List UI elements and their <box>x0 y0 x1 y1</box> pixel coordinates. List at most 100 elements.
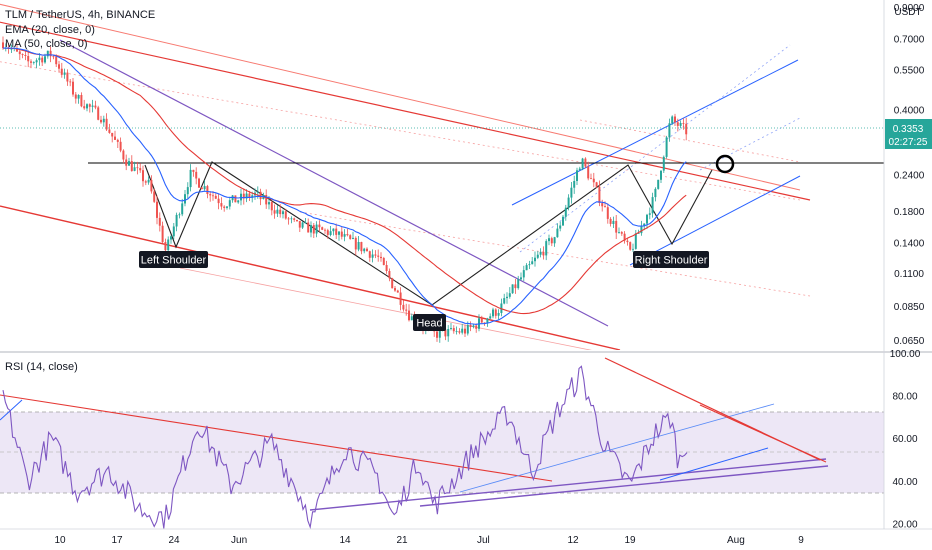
candle-up <box>648 207 651 220</box>
candle-up <box>576 167 578 185</box>
candle-down <box>298 220 301 232</box>
svg-text:Left Shoulder: Left Shoulder <box>141 255 207 267</box>
candle-up <box>357 236 360 252</box>
candle-up <box>133 161 136 172</box>
candle-down <box>30 59 32 69</box>
candle-down <box>296 219 298 222</box>
candle-down <box>161 221 164 243</box>
candle-up <box>290 216 293 224</box>
rsi-tick-label: 20.00 <box>892 519 917 530</box>
price-pane[interactable]: Left Shoulder Head Right Shoulder TLM / … <box>0 2 884 352</box>
candle-down <box>452 325 455 334</box>
candle-down <box>88 103 91 113</box>
candle-down <box>674 113 676 126</box>
candle-down <box>318 220 321 232</box>
candle-up <box>581 157 584 171</box>
candle-down <box>475 323 478 333</box>
candle-up <box>203 180 206 191</box>
right-shoulder-label: Right Shoulder <box>633 251 709 268</box>
ema-20-line <box>3 47 687 325</box>
candle-down <box>284 208 287 220</box>
candle-down <box>60 62 63 78</box>
candle-up <box>646 213 648 229</box>
candle-up <box>181 198 184 217</box>
candle-up <box>654 187 657 202</box>
candle-up <box>371 249 374 263</box>
time-tick-label: 24 <box>168 535 180 546</box>
candle-up <box>461 323 464 335</box>
candle-up <box>86 103 88 112</box>
rsi-band <box>0 412 884 493</box>
candle-down <box>58 60 60 73</box>
candle-down <box>209 191 212 202</box>
candle-down <box>626 237 629 246</box>
bar-countdown: 02:27:25 <box>889 137 928 148</box>
descending-channel-lower <box>0 119 811 350</box>
candle-down <box>217 193 220 210</box>
candle-down <box>604 201 606 208</box>
candle-down <box>66 69 69 86</box>
candle-up <box>508 287 511 299</box>
candle-up <box>679 120 682 129</box>
time-tick-label: 14 <box>339 535 351 546</box>
candle-down <box>480 315 483 324</box>
candle-down <box>16 43 18 52</box>
candle-down <box>153 188 156 203</box>
candle-down <box>116 138 119 148</box>
svg-text:Right Shoulder: Right Shoulder <box>635 255 708 267</box>
candle-down <box>685 117 688 141</box>
candle-down <box>615 215 618 239</box>
time-tick-label: 12 <box>567 535 579 546</box>
candle-up <box>38 53 41 66</box>
candle-down <box>198 177 200 188</box>
symbol-legend[interactable]: TLM / TetherUS, 4h, BINANCE EMA (20, clo… <box>5 9 155 50</box>
candle-down <box>444 329 447 341</box>
rsi-tick-label: 100.00 <box>890 349 921 360</box>
candle-down <box>41 56 44 66</box>
candle-down <box>405 303 408 316</box>
price-tick-label: 0.1400 <box>894 239 925 250</box>
candle-up <box>363 247 366 254</box>
candle-down <box>150 175 153 194</box>
candle-down <box>590 173 592 180</box>
candle-up <box>329 226 332 237</box>
time-axis[interactable]: 10 17 24 Jun 14 21 Jul 12 19 Aug 9 <box>0 528 932 546</box>
candle-up <box>245 189 248 203</box>
rsi-legend[interactable]: RSI (14, close) <box>5 361 78 373</box>
candle-up <box>189 164 192 192</box>
candle-down <box>335 223 338 239</box>
currency-label: USDT <box>894 7 921 18</box>
candle-up <box>500 298 503 317</box>
candle-up <box>231 195 234 203</box>
candle-up <box>612 216 615 228</box>
left-shoulder-label: Left Shoulder <box>139 251 208 268</box>
candle-down <box>122 149 125 164</box>
candle-up <box>556 223 559 238</box>
price-tick-label: 0.7000 <box>894 35 925 46</box>
rsi-pane[interactable]: RSI (14, close) <box>0 357 884 529</box>
candle-up <box>343 229 346 242</box>
rsi-tick-label: 80.00 <box>892 392 917 403</box>
candle-up <box>455 326 458 335</box>
ma-legend: MA (50, close, 0) <box>5 38 88 50</box>
price-tick-label: 0.0650 <box>894 336 925 347</box>
candle-up <box>553 236 556 247</box>
candle-up <box>301 221 304 229</box>
candle-down <box>192 169 195 177</box>
candle-down <box>142 165 144 187</box>
rsi-downtrend-line <box>0 394 553 482</box>
candle-down <box>377 249 380 262</box>
price-tick-label: 0.1100 <box>894 269 924 280</box>
candle-down <box>385 260 388 274</box>
price-axis[interactable]: 0.9000 0.7000 0.5500 0.4000 0.2400 0.1800 0.14… <box>883 0 932 530</box>
candle-up <box>352 231 354 240</box>
candle-down <box>94 100 97 110</box>
candle-down <box>394 286 396 292</box>
rsi-support-line-2 <box>419 465 829 507</box>
candle-down <box>368 250 371 262</box>
candle-up <box>35 58 38 69</box>
candle-down <box>408 304 410 322</box>
candle-up <box>665 135 668 159</box>
candle-down <box>326 228 329 239</box>
